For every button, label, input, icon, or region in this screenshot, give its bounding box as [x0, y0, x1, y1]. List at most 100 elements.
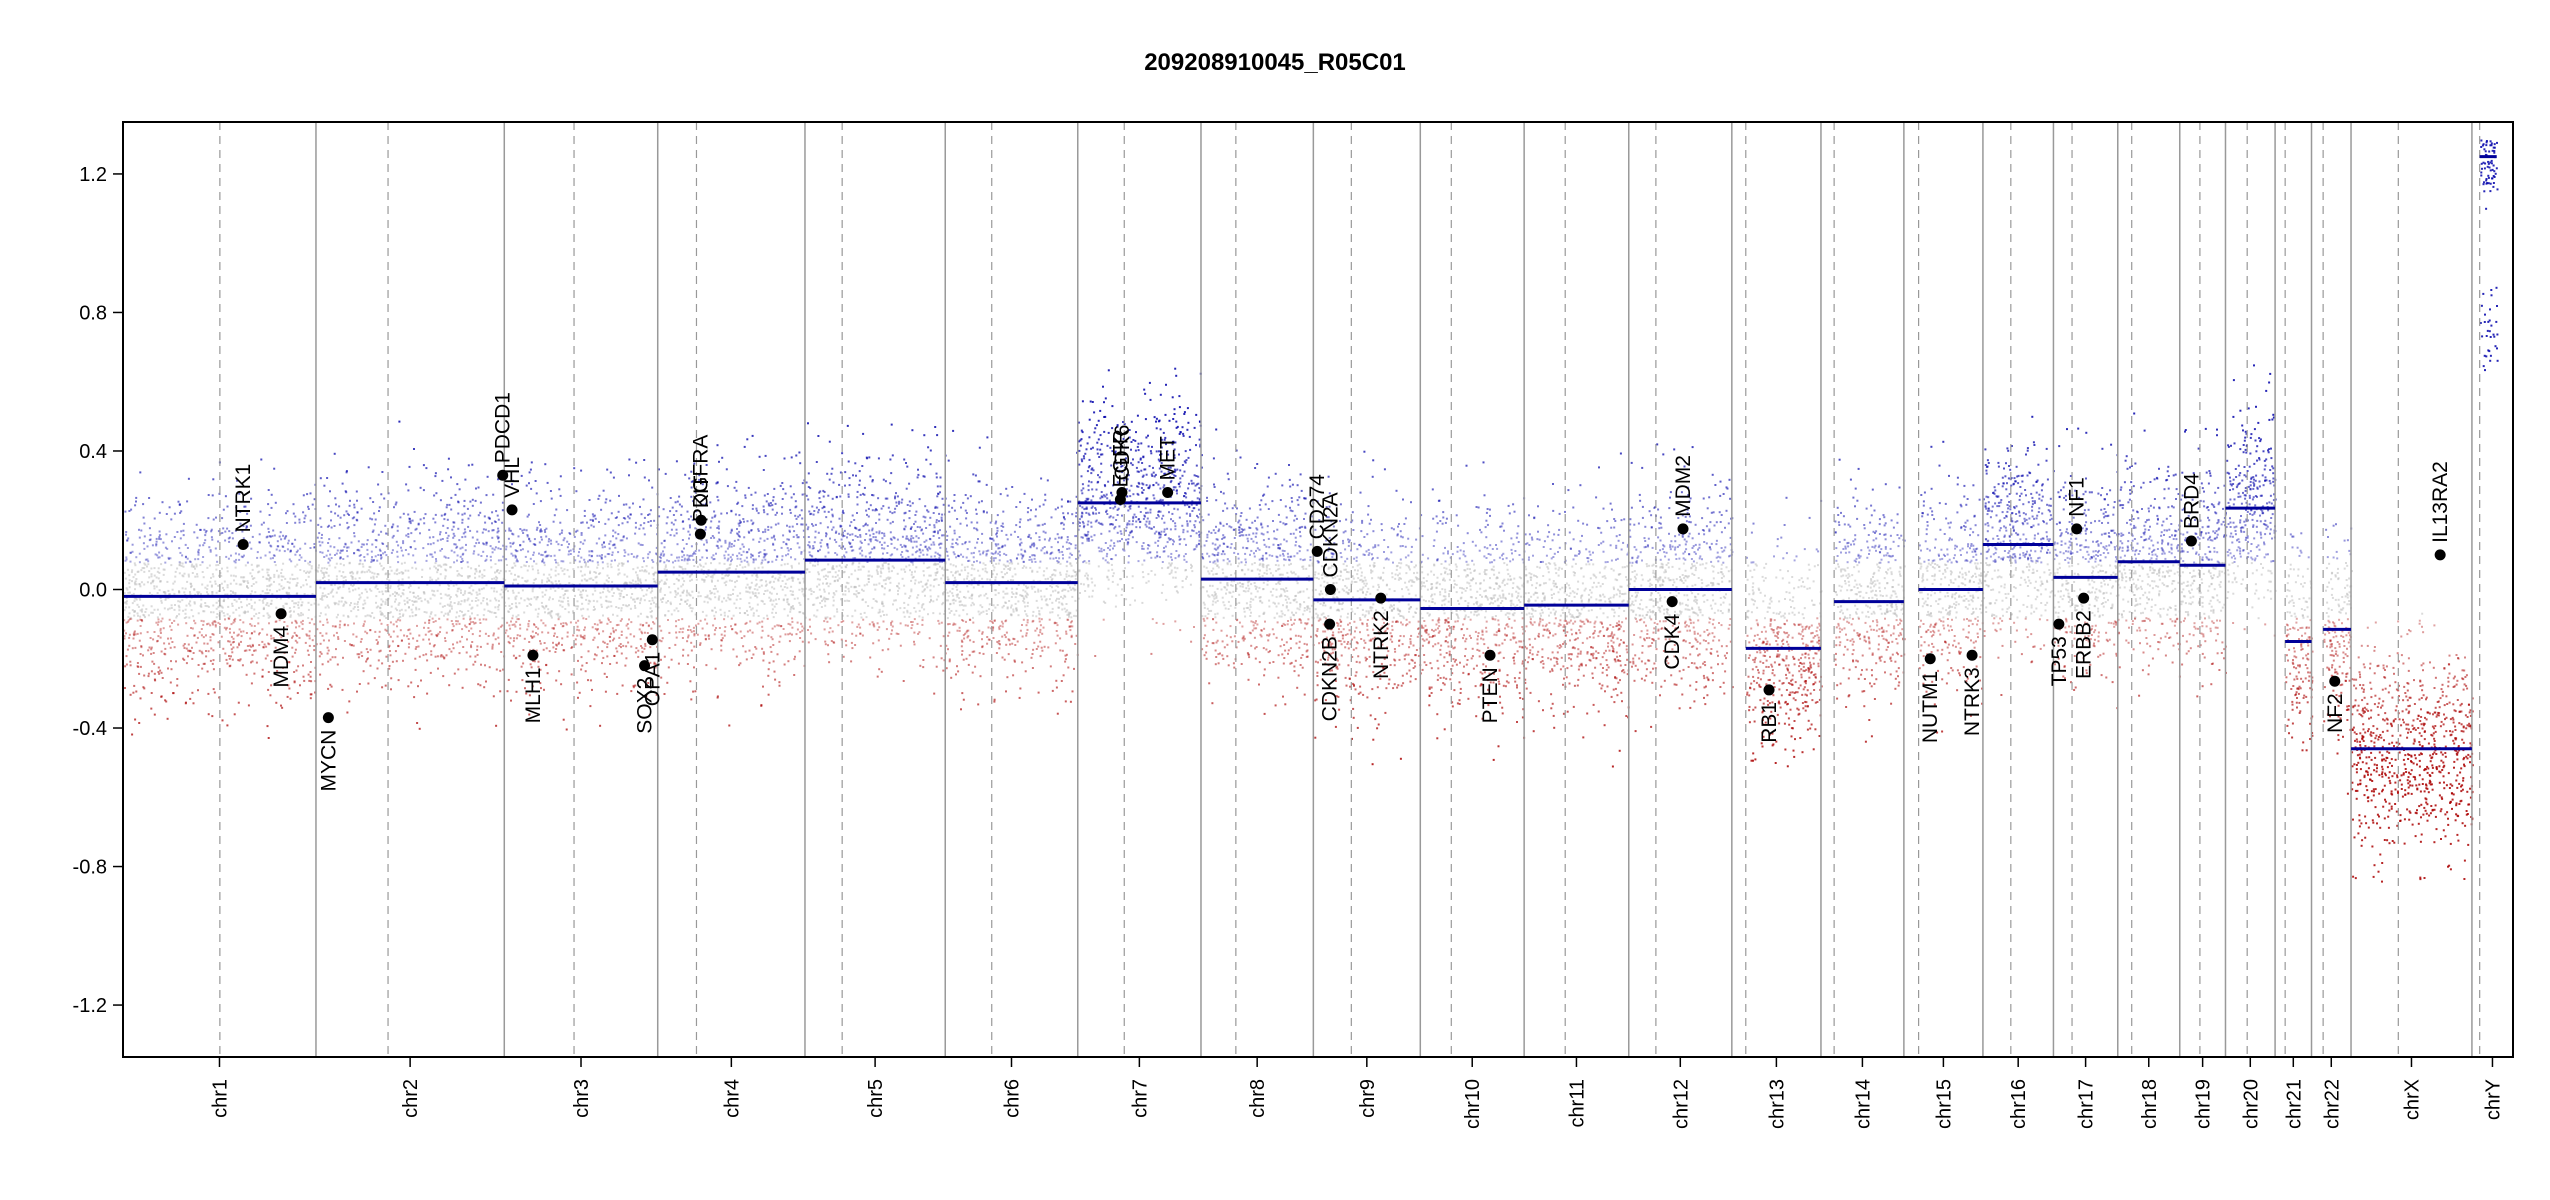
- probe-point: [605, 595, 608, 598]
- probe-point: [433, 565, 436, 568]
- probe-point: [529, 557, 532, 560]
- probe-point: [319, 651, 322, 654]
- probe-point: [326, 646, 329, 649]
- probe-point: [581, 574, 584, 577]
- probe-point: [530, 461, 533, 464]
- probe-point: [680, 559, 683, 562]
- probe-point: [374, 630, 377, 633]
- probe-point: [693, 517, 696, 520]
- probe-point: [692, 480, 695, 483]
- probe-point: [713, 633, 716, 636]
- probe-point: [339, 620, 342, 623]
- probe-point: [206, 670, 209, 673]
- probe-point: [546, 481, 549, 484]
- probe-point: [643, 570, 646, 573]
- probe-point: [206, 584, 209, 587]
- probe-point: [186, 634, 189, 637]
- probe-point: [195, 565, 198, 568]
- probe-point: [294, 639, 297, 642]
- probe-point: [411, 600, 414, 602]
- probe-point: [639, 543, 642, 546]
- probe-point: [424, 513, 427, 516]
- probe-point: [434, 513, 437, 516]
- probe-point: [317, 603, 320, 606]
- probe-point: [645, 565, 648, 568]
- probe-point: [456, 620, 459, 623]
- probe-point: [515, 605, 518, 608]
- probe-point: [689, 680, 692, 683]
- probe-point: [568, 532, 571, 534]
- probe-point: [508, 570, 511, 572]
- probe-point: [710, 562, 712, 565]
- probe-point: [148, 646, 151, 649]
- probe-point: [400, 583, 403, 586]
- probe-point: [557, 564, 560, 567]
- probe-point: [883, 534, 886, 537]
- probe-point: [903, 607, 906, 609]
- probe-point: [580, 532, 583, 534]
- probe-point: [199, 564, 202, 566]
- probe-point: [474, 572, 476, 575]
- probe-point: [836, 579, 839, 582]
- probe-point: [881, 532, 884, 535]
- probe-point: [719, 539, 722, 542]
- probe-point: [246, 561, 249, 564]
- probe-point: [123, 601, 126, 604]
- probe-point: [637, 615, 640, 618]
- probe-point: [704, 634, 707, 637]
- probe-point: [517, 618, 520, 621]
- probe-point: [369, 664, 372, 667]
- probe-point: [379, 554, 382, 557]
- probe-point: [559, 583, 562, 586]
- probe-point: [349, 604, 352, 607]
- probe-point: [606, 562, 609, 565]
- probe-point: [623, 555, 626, 557]
- probe-point: [230, 574, 233, 577]
- probe-point: [261, 668, 264, 671]
- probe-point: [882, 605, 885, 608]
- probe-point: [647, 624, 650, 627]
- probe-point: [279, 597, 282, 600]
- probe-point: [461, 557, 464, 560]
- probe-point: [244, 505, 247, 508]
- probe-point: [444, 593, 447, 596]
- probe-point: [618, 592, 621, 595]
- probe-point: [211, 622, 214, 625]
- probe-point: [431, 589, 434, 592]
- probe-point: [278, 549, 281, 552]
- probe-point: [839, 524, 842, 527]
- probe-point: [329, 583, 332, 586]
- probe-point: [204, 531, 207, 534]
- probe-point: [170, 604, 173, 607]
- probe-point: [760, 579, 763, 581]
- probe-point: [381, 662, 384, 665]
- probe-point: [464, 590, 467, 593]
- probe-point: [197, 675, 200, 678]
- probe-point: [265, 603, 268, 606]
- probe-point: [293, 602, 296, 605]
- probe-point: [851, 615, 854, 618]
- probe-point: [499, 625, 502, 628]
- probe-point: [654, 663, 657, 666]
- probe-point: [378, 590, 381, 593]
- probe-point: [867, 507, 870, 510]
- probe-point: [245, 632, 248, 634]
- probe-point: [509, 637, 512, 640]
- probe-point: [537, 607, 540, 610]
- probe-point: [530, 603, 532, 606]
- probe-point: [304, 514, 307, 517]
- probe-point: [343, 603, 346, 606]
- probe-point: [260, 523, 263, 526]
- probe-point: [327, 649, 330, 652]
- probe-point: [568, 543, 570, 546]
- probe-point: [461, 546, 464, 549]
- probe-point: [507, 678, 510, 681]
- probe-point: [857, 529, 860, 532]
- probe-point: [766, 561, 769, 564]
- probe-point: [492, 493, 495, 496]
- probe-point: [789, 590, 792, 592]
- probe-point: [141, 619, 143, 622]
- probe-point: [326, 525, 329, 528]
- probe-point: [465, 543, 467, 546]
- probe-point: [310, 618, 313, 621]
